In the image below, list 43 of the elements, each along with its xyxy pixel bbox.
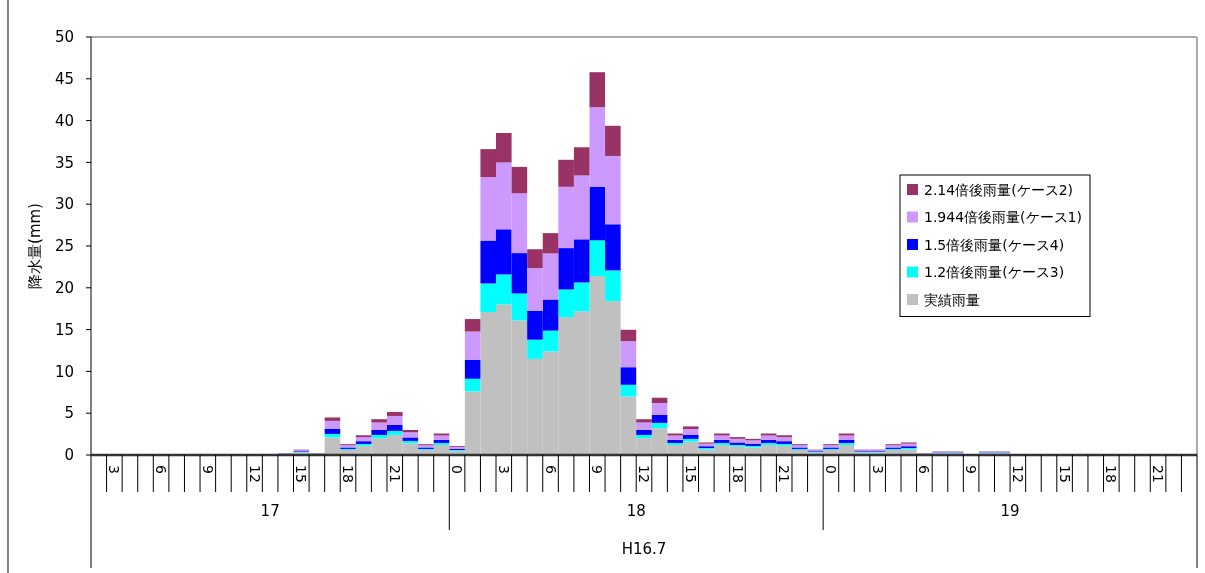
x-tick-label: 15: [293, 465, 310, 483]
y-tick-label: 25: [54, 237, 74, 256]
y-tick-label: 10: [54, 362, 74, 381]
text: 17: [260, 502, 280, 520]
x-tick-label: 12: [1009, 465, 1026, 483]
x-tick-label: 12: [246, 465, 263, 483]
x-tick-label: 6: [542, 465, 559, 474]
y-tick-label: 35: [54, 153, 74, 172]
x-axis-title: H16.7: [621, 540, 667, 558]
x-tick-label: 15: [682, 465, 699, 483]
x-tick-label: 0: [823, 465, 840, 474]
x-tick-label: 9: [199, 465, 216, 474]
text: 19: [1000, 502, 1020, 520]
x-tick-label: 21: [386, 465, 403, 483]
x-tick-label: 3: [869, 465, 886, 474]
x-tick-label: 12: [636, 465, 653, 483]
y-tick-label: 20: [54, 279, 74, 298]
x-tick-label: 9: [589, 465, 606, 474]
legend-label: 1.2倍後雨量(ケース3): [924, 264, 1065, 281]
y-tick-label: 5: [64, 404, 74, 423]
x-tick-label: 3: [106, 465, 123, 474]
y-tick-label: 15: [54, 320, 74, 339]
y-tick-label: 30: [54, 195, 74, 214]
legend-label: 1.5倍後雨量(ケース4): [924, 236, 1065, 253]
legend-label: 実績雨量: [924, 291, 980, 308]
x-tick-label: 21: [776, 465, 793, 483]
y-tick-label: 45: [54, 70, 74, 89]
legend-label: 1.944倍後雨量(ケース1): [924, 209, 1082, 226]
x-tick-label: 18: [729, 465, 746, 483]
text: 18: [626, 502, 646, 520]
x-tick-label: 6: [916, 465, 933, 474]
x-tick-label: 9: [963, 465, 980, 474]
y-tick-label: 50: [54, 28, 74, 47]
x-tick-label: 18: [1103, 465, 1120, 483]
x-tick-label: 6: [153, 465, 170, 474]
y-axis-title: 降水量(mm): [26, 203, 44, 289]
x-tick-label: 15: [1056, 465, 1073, 483]
y-tick-label: 40: [54, 111, 74, 130]
x-tick-label: 21: [1150, 465, 1167, 483]
legend-label: 2.14倍後雨量(ケース2): [924, 181, 1074, 198]
x-tick-label: 3: [495, 465, 512, 474]
x-tick-label: 0: [449, 465, 466, 474]
x-tick-label: 18: [340, 465, 357, 483]
